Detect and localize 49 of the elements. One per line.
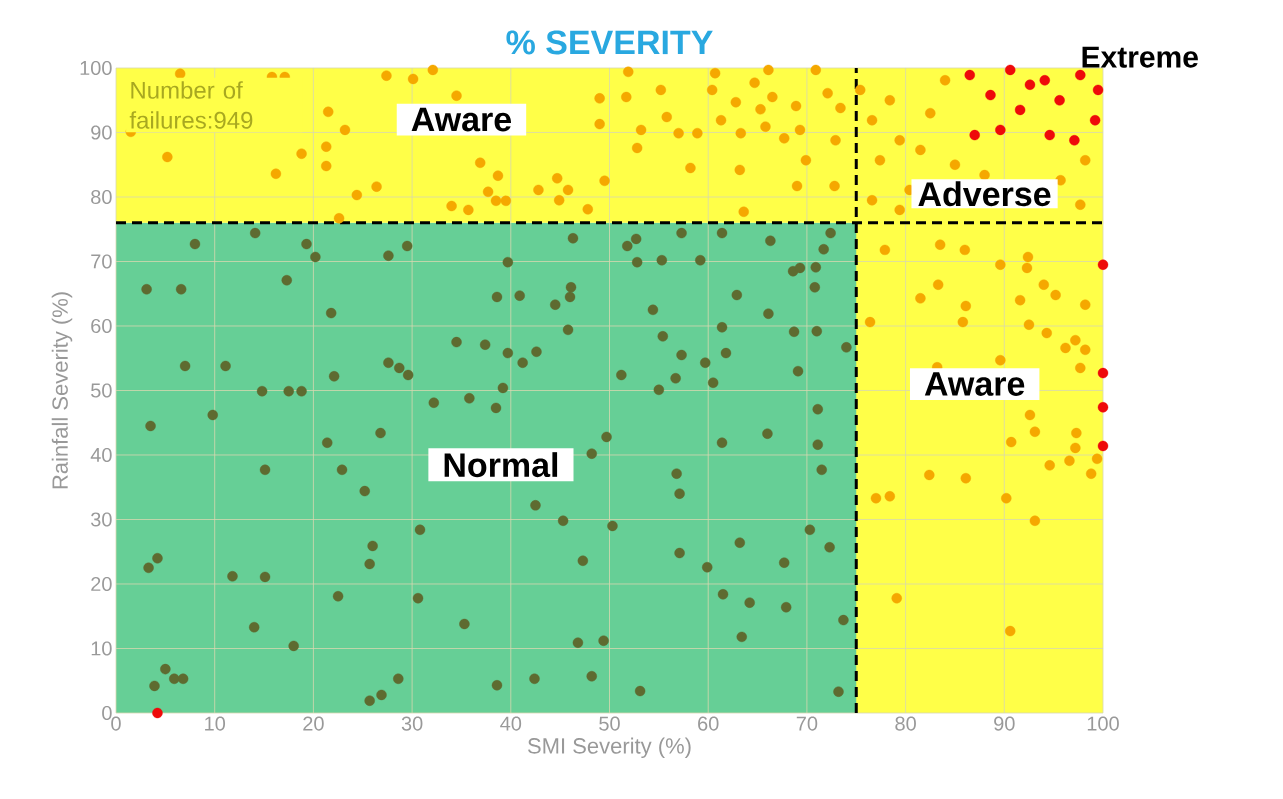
point (1075, 69, 1086, 81)
point (1097, 259, 1109, 270)
y-axis-title: Rainfall Severity (%) (51, 292, 73, 489)
annotation: Number of failures:949 (129, 81, 253, 129)
x-tick-label: 10 (205, 716, 226, 731)
y-tick-label: 40 (90, 447, 112, 463)
point (964, 69, 975, 81)
y-tick-label: 0 (102, 705, 112, 721)
x-tick-label: 50 (599, 716, 620, 731)
point (1014, 104, 1026, 116)
point (985, 89, 996, 101)
x-tick-label: 80 (895, 716, 916, 731)
x-tick-label: 60 (698, 716, 719, 731)
point (1005, 64, 1016, 76)
y-tick-label: 80 (91, 189, 112, 205)
y-tick-label: 70 (91, 254, 112, 269)
annotation: Aware (924, 372, 1025, 396)
point (152, 707, 163, 719)
annotation: Adverse (918, 181, 1051, 207)
annotation: Normal (444, 452, 558, 478)
point (1024, 79, 1036, 90)
x-tick-label: 100 (1087, 716, 1119, 731)
point (1097, 440, 1109, 452)
annotation: Aware (411, 107, 512, 132)
point (1092, 84, 1104, 96)
y-tick-label: 90 (91, 125, 112, 140)
y-tick-label: 50 (91, 383, 112, 398)
point (1089, 115, 1101, 126)
point (1054, 95, 1065, 106)
point (1044, 129, 1055, 141)
x-tick-label: 30 (401, 716, 423, 731)
point (1069, 135, 1080, 146)
point (1039, 75, 1050, 86)
y-tick-label: 20 (91, 576, 112, 592)
y-tick-label: 30 (91, 512, 112, 527)
y-tick-label: 10 (91, 641, 112, 656)
text: Extreme (1082, 46, 1198, 68)
x-tick-label: 20 (303, 716, 324, 731)
x-tick-label: 40 (500, 716, 522, 731)
x-tick-label: 90 (994, 716, 1015, 731)
chart-title: % SEVERITY (506, 30, 713, 55)
point (969, 129, 980, 141)
y-tick-label: 100 (80, 60, 112, 76)
point (995, 124, 1006, 136)
x-tick-label: 70 (796, 716, 818, 731)
point (1097, 367, 1109, 379)
y-tick-label: 60 (91, 318, 112, 334)
point (1097, 402, 1109, 413)
x-axis-title: SMI Severity (%) (528, 737, 691, 759)
